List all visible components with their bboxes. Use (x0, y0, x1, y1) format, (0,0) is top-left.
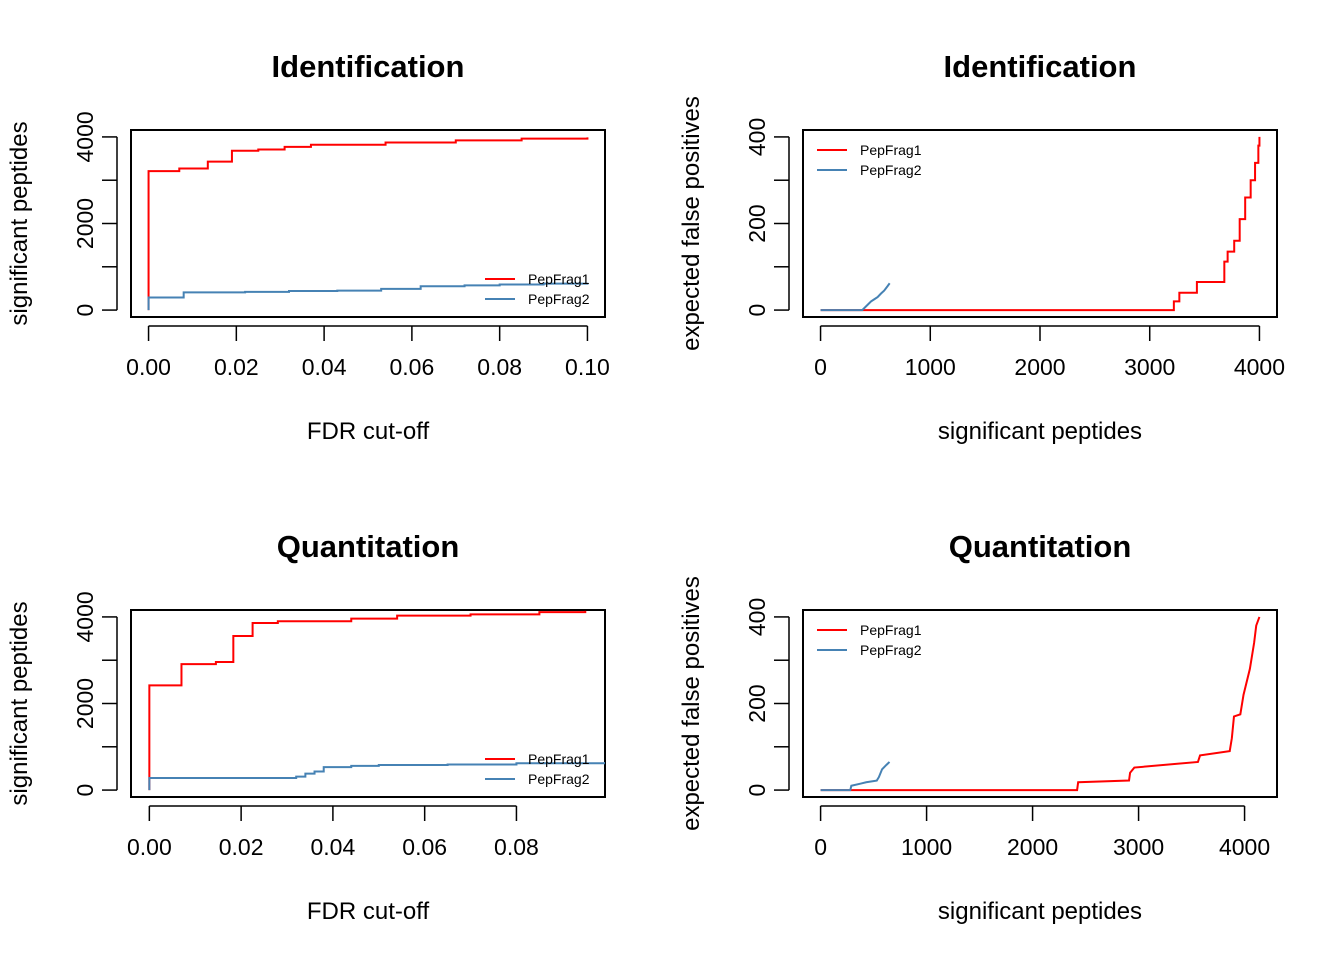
chart-title: Identification (944, 49, 1137, 84)
x-tick-label: 0.06 (390, 354, 435, 380)
x-tick-label: 0.00 (126, 354, 171, 380)
x-tick-label: 0.04 (302, 354, 347, 380)
chart-quantitation-fdr: Quantitation FDR cut-off significant pepti… (6, 529, 606, 925)
series-line-pepfrag2 (820, 282, 891, 312)
series-line-pepfrag2 (820, 761, 891, 792)
x-tick-label: 4000 (1234, 354, 1285, 380)
x-tick-label: 0.00 (127, 834, 172, 860)
y-tick-label: 4000 (72, 591, 98, 642)
legend-label: PepFrag2 (528, 771, 590, 787)
x-tick-label: 0.02 (214, 354, 259, 380)
y-tick-label: 2000 (72, 678, 98, 729)
plot-frame (130, 129, 606, 318)
y-tick-label: 0 (744, 304, 770, 317)
plot-frame (130, 609, 606, 798)
chart-title: Identification (272, 49, 465, 84)
series-line-pepfrag2 (147, 282, 589, 311)
x-tick-label: 0 (814, 834, 827, 860)
x-tick-label: 0.08 (494, 834, 539, 860)
series-line-pepfrag1 (147, 137, 589, 311)
chart-identification-fp: Identification significant peptides expect… (678, 49, 1285, 445)
series-line-pepfrag1 (148, 610, 587, 791)
x-tick-label: 2000 (1014, 354, 1065, 380)
x-tick-label: 3000 (1113, 834, 1164, 860)
series-line-pepfrag2 (148, 761, 605, 791)
y-tick-label: 0 (72, 304, 98, 317)
x-tick-label: 0.08 (477, 354, 522, 380)
legend-label: PepFrag2 (528, 291, 590, 307)
x-axis-label: FDR cut-off (307, 418, 430, 445)
y-axis-label: significant peptides (6, 121, 33, 325)
x-tick-label: 0.06 (402, 834, 447, 860)
y-tick-label: 2000 (72, 198, 98, 249)
legend-label: PepFrag2 (860, 642, 922, 658)
y-tick-label: 0 (72, 784, 98, 797)
chart-title: Quantitation (949, 529, 1132, 564)
y-tick-label: 0 (744, 784, 770, 797)
x-tick-label: 0.02 (219, 834, 264, 860)
y-tick-label: 400 (744, 118, 770, 156)
y-axis-label: expected false positives (678, 576, 705, 831)
series-line-pepfrag1 (820, 616, 1261, 792)
x-tick-label: 2000 (1007, 834, 1058, 860)
plot-frame (802, 609, 1278, 798)
legend-label: PepFrag1 (528, 751, 590, 767)
x-tick-label: 4000 (1219, 834, 1270, 860)
legend-label: PepFrag2 (860, 162, 922, 178)
x-tick-label: 0.04 (311, 834, 356, 860)
x-tick-label: 1000 (901, 834, 952, 860)
x-axis-label: significant peptides (938, 898, 1142, 925)
x-tick-label: 3000 (1124, 354, 1175, 380)
series-line-pepfrag1 (820, 136, 1261, 312)
y-tick-label: 200 (744, 684, 770, 722)
y-axis-label: expected false positives (678, 96, 705, 351)
x-tick-label: 0.10 (565, 354, 610, 380)
x-axis-label: FDR cut-off (307, 898, 430, 925)
x-tick-label: 1000 (905, 354, 956, 380)
y-tick-label: 400 (744, 598, 770, 636)
legend-label: PepFrag1 (860, 622, 922, 638)
legend-label: PepFrag1 (860, 142, 922, 158)
x-axis-label: significant peptides (938, 418, 1142, 445)
y-tick-label: 4000 (72, 111, 98, 162)
y-axis-label: significant peptides (6, 601, 33, 805)
x-tick-label: 0 (814, 354, 827, 380)
chart-identification-fdr: Identification FDR cut-off significant pep… (6, 49, 610, 445)
chart-quantitation-fp: Quantitation significant peptides expected… (678, 529, 1278, 925)
plot-frame (802, 129, 1278, 318)
chart-title: Quantitation (277, 529, 460, 564)
y-tick-label: 200 (744, 204, 770, 242)
legend-label: PepFrag1 (528, 271, 590, 287)
